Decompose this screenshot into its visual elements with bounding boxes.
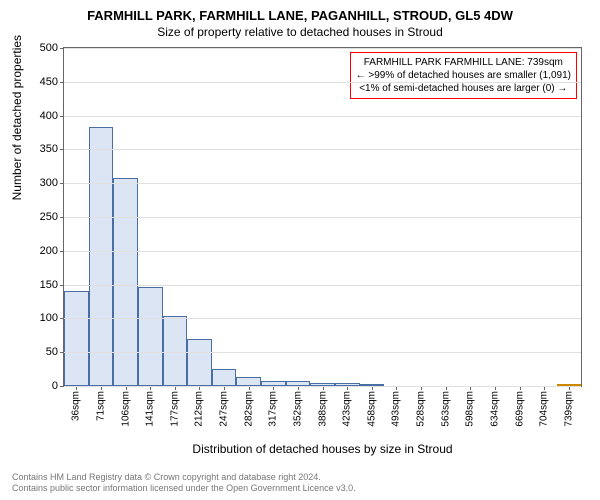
xtick-label: 317sqm (268, 386, 279, 427)
bar (236, 377, 261, 386)
bar (187, 339, 212, 386)
bar (163, 316, 188, 386)
ytick-label: 500 (40, 42, 64, 54)
gridline (64, 251, 581, 252)
bar (138, 287, 163, 386)
annotation-line-2: ← >99% of detached houses are smaller (1… (356, 69, 571, 82)
xtick-label: 528sqm (416, 386, 427, 427)
xtick-label: 704sqm (539, 386, 550, 427)
xtick-label: 388sqm (317, 386, 328, 427)
xtick-label: 598sqm (465, 386, 476, 427)
xtick-label: 36sqm (71, 386, 82, 421)
gridline (64, 149, 581, 150)
ytick-label: 200 (40, 245, 64, 257)
annotation-box: FARMHILL PARK FARMHILL LANE: 739sqm ← >9… (350, 52, 577, 99)
footer-attribution: Contains HM Land Registry data © Crown c… (12, 472, 356, 494)
xtick-label: 669sqm (514, 386, 525, 427)
xtick-label: 352sqm (292, 386, 303, 427)
ytick-label: 100 (40, 312, 64, 324)
bar (89, 127, 114, 386)
chart-title-main: FARMHILL PARK, FARMHILL LANE, PAGANHILL,… (8, 8, 592, 23)
plot-area: 36sqm71sqm106sqm141sqm177sqm212sqm247sqm… (63, 47, 582, 387)
xtick-label: 739sqm (563, 386, 574, 427)
annotation-line-1: FARMHILL PARK FARMHILL LANE: 739sqm (356, 56, 571, 69)
ytick-label: 300 (40, 177, 64, 189)
ytick-label: 0 (52, 380, 64, 392)
gridline (64, 352, 581, 353)
ytick-label: 450 (40, 76, 64, 88)
x-axis-label: Distribution of detached houses by size … (63, 442, 582, 456)
ytick-label: 400 (40, 110, 64, 122)
gridline (64, 82, 581, 83)
xtick-label: 71sqm (95, 386, 106, 421)
xtick-label: 458sqm (366, 386, 377, 427)
bar (113, 178, 138, 386)
annotation-line-3: <1% of semi-detached houses are larger (… (356, 82, 571, 95)
xtick-label: 634sqm (489, 386, 500, 427)
gridline (64, 48, 581, 49)
xtick-label: 563sqm (440, 386, 451, 427)
chart-title-sub: Size of property relative to detached ho… (8, 25, 592, 39)
gridline (64, 386, 581, 387)
footer-line-2: Contains public sector information licen… (12, 483, 356, 494)
gridline (64, 285, 581, 286)
xtick-label: 212sqm (194, 386, 205, 427)
y-axis-label: Number of detached properties (10, 35, 24, 200)
gridline (64, 217, 581, 218)
xtick-label: 177sqm (169, 386, 180, 427)
gridline (64, 116, 581, 117)
bar (64, 291, 89, 386)
ytick-label: 150 (40, 279, 64, 291)
xtick-label: 423sqm (342, 386, 353, 427)
xtick-label: 141sqm (145, 386, 156, 427)
xtick-label: 493sqm (391, 386, 402, 427)
gridline (64, 318, 581, 319)
footer-line-1: Contains HM Land Registry data © Crown c… (12, 472, 356, 483)
bar (212, 369, 237, 386)
chart-container: FARMHILL PARK, FARMHILL LANE, PAGANHILL,… (0, 0, 600, 500)
ytick-label: 50 (46, 346, 64, 358)
xtick-label: 247sqm (219, 386, 230, 427)
xtick-label: 106sqm (120, 386, 131, 427)
ytick-label: 250 (40, 211, 64, 223)
gridline (64, 183, 581, 184)
ytick-label: 350 (40, 143, 64, 155)
xtick-label: 282sqm (243, 386, 254, 427)
